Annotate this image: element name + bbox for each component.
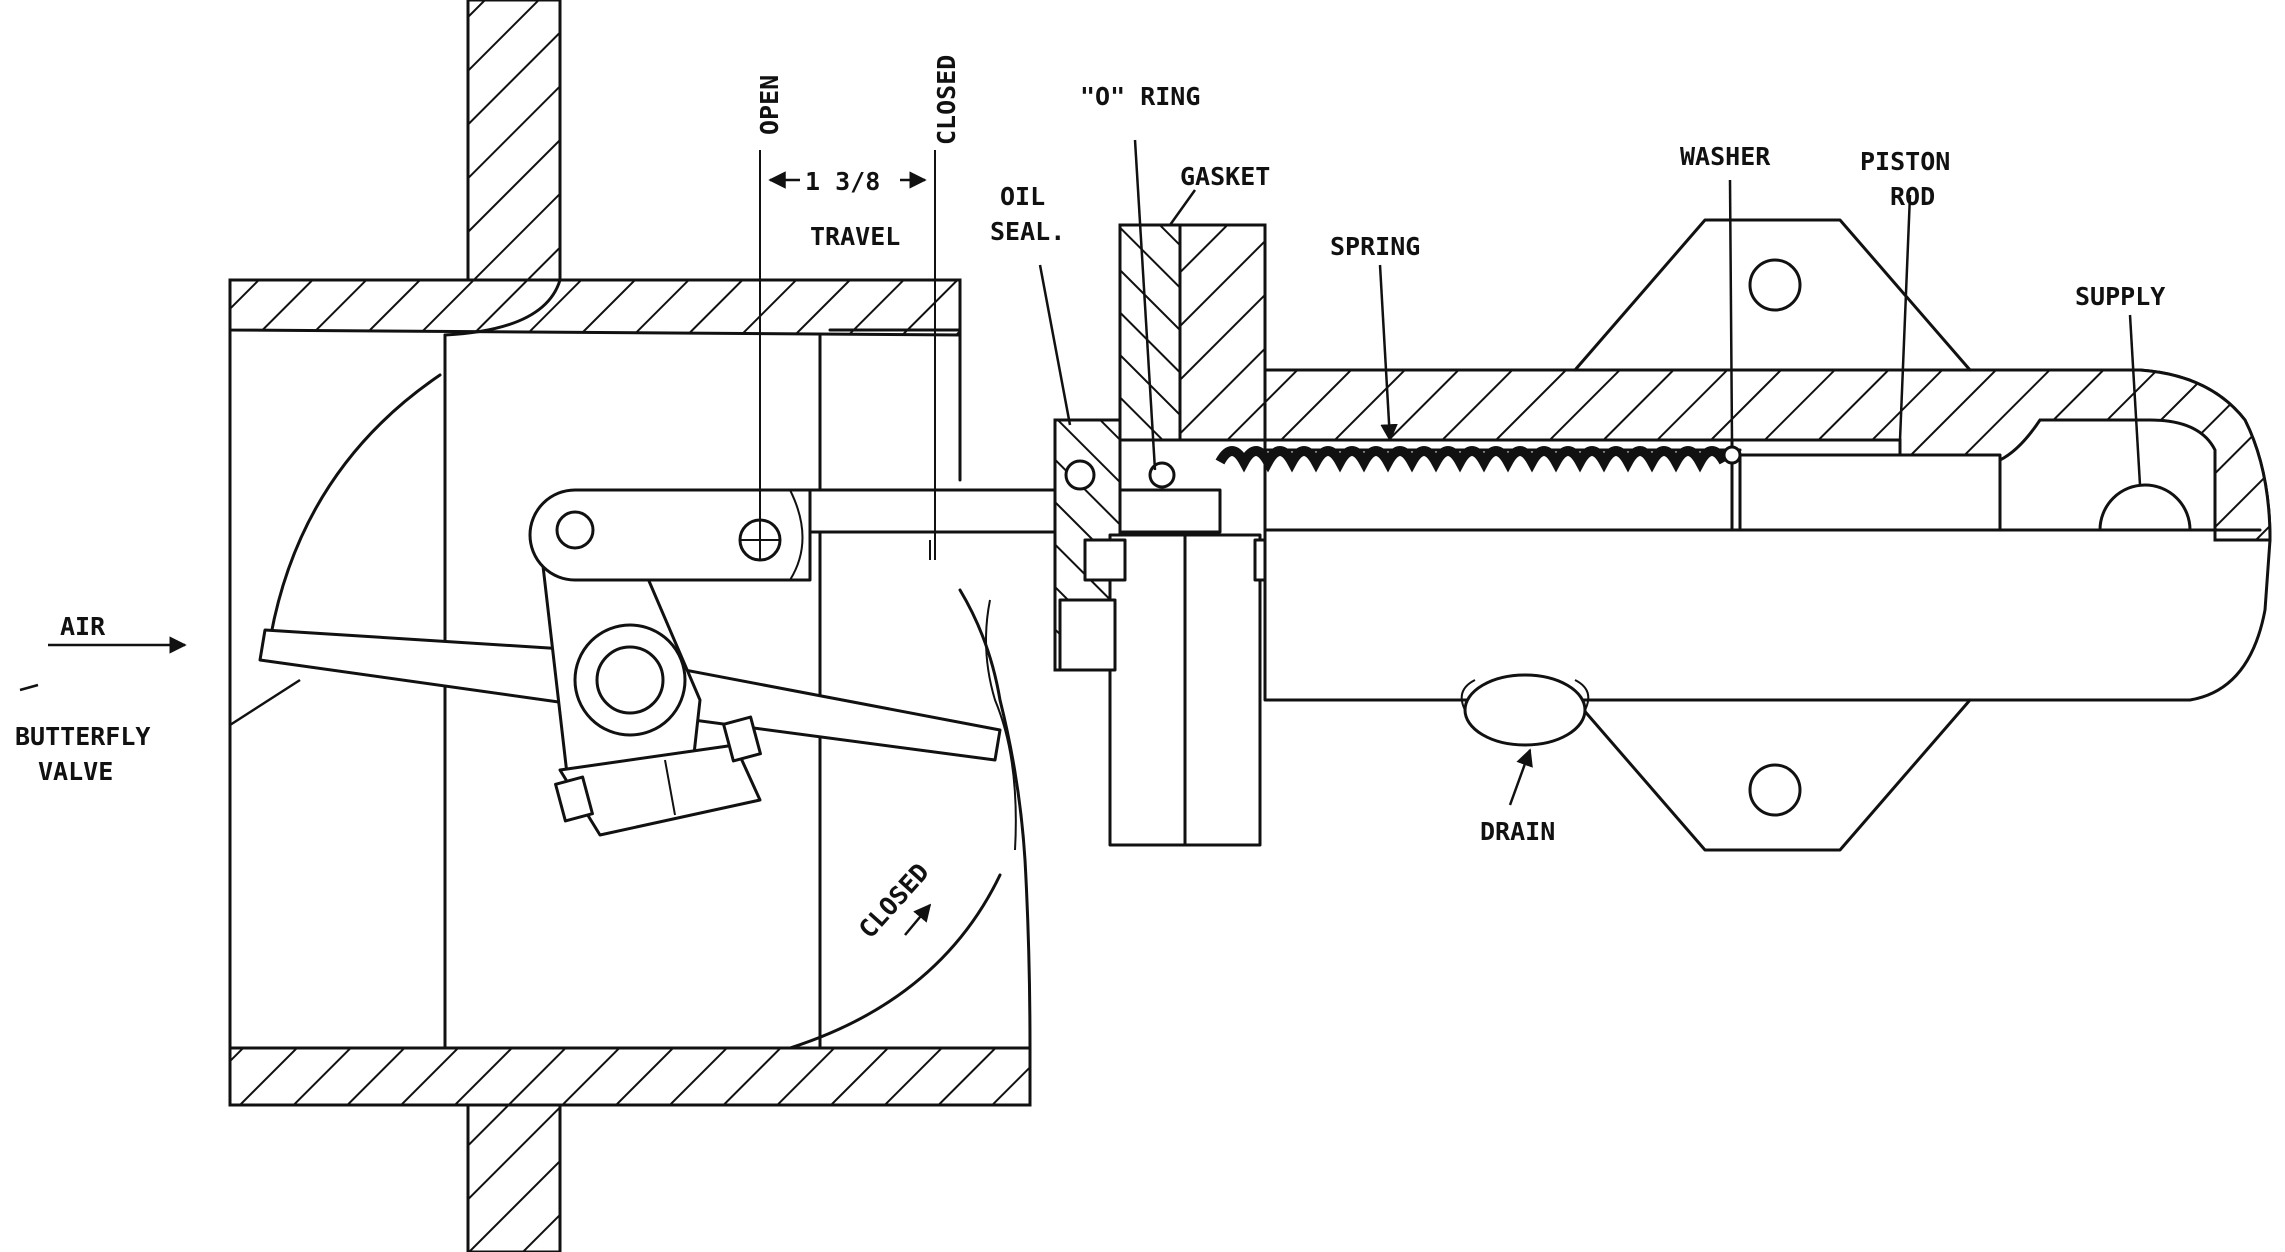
valve-body-outline [228, 278, 1032, 1107]
label-spring: SPRING [1330, 232, 1420, 261]
gasket-leader [1168, 189, 1197, 226]
label-supply: SUPPLY [2075, 282, 2165, 311]
lower-duct-wall [466, 1098, 562, 1252]
label-air: AIR [60, 612, 106, 641]
label-travel-dimension: 1 3/8 [805, 167, 880, 196]
drain-port [1460, 673, 1590, 747]
link-arm [528, 488, 812, 582]
label-travel: TRAVEL [810, 222, 900, 251]
label-piston: PISTON [1860, 147, 1950, 176]
drain-leader [1508, 748, 1533, 806]
upper-duct-wall [466, 0, 562, 292]
label-drain: DRAIN [1480, 817, 1555, 846]
oil-seal-leader [1038, 264, 1072, 426]
actuator-cylinder [1263, 368, 2272, 702]
leader-lines [19, 139, 2142, 936]
butterfly-disc-swing-arc [268, 373, 1002, 1050]
piston [1738, 453, 2002, 532]
piston-rod-leader [1898, 194, 1912, 441]
lower-mounting-lug [1573, 698, 1972, 852]
label-o-ring: "O" RING [1080, 82, 1200, 111]
closed-arc-arrow [904, 903, 932, 936]
actuator-flange [1053, 223, 1297, 847]
label-seal: SEAL. [990, 217, 1065, 246]
label-open: OPEN [755, 75, 784, 135]
label-gasket: GASKET [1180, 162, 1270, 191]
valve-body-top-wall [228, 278, 962, 337]
valve-lever-clamp [538, 538, 762, 837]
valve-body-bottom-wall [228, 1046, 1032, 1107]
upper-mounting-lug [1573, 218, 1972, 372]
supply-port [2098, 483, 2192, 532]
label-oil: OIL [1000, 182, 1045, 211]
spring-leader [1378, 264, 1398, 442]
travel-dimension [759, 150, 936, 560]
label-closed-arc: CLOSED [853, 857, 935, 944]
spring [1215, 446, 1729, 473]
o-ring-leader [1133, 139, 1157, 471]
piston-rod-shaft [808, 488, 1222, 534]
label-washer: WASHER [1680, 142, 1771, 171]
label-closed-top: CLOSED [932, 55, 961, 145]
label-rod: ROD [1890, 182, 1935, 211]
washer-leader [1728, 179, 1734, 441]
label-valve: VALVE [38, 757, 113, 786]
supply-leader [2128, 314, 2142, 486]
butterfly-leader [229, 678, 301, 727]
label-butterfly: BUTTERFLY [15, 722, 150, 751]
